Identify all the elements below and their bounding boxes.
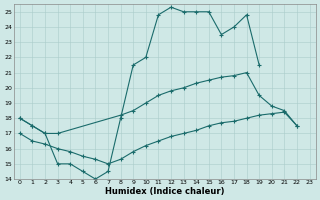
- X-axis label: Humidex (Indice chaleur): Humidex (Indice chaleur): [105, 187, 224, 196]
